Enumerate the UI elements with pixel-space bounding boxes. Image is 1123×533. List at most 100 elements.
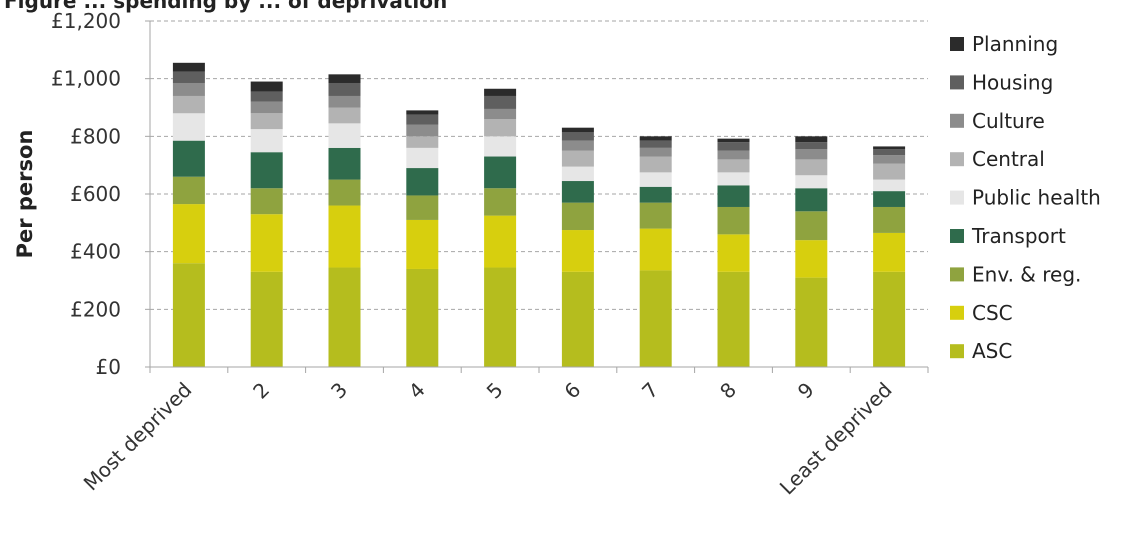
bar-segment-housing (250, 91, 283, 102)
x-tick-label: 5 (482, 378, 508, 404)
bar-segment-asc (250, 271, 283, 367)
bar-segment-transport (717, 185, 750, 207)
bar-segment-env-reg- (328, 179, 361, 206)
bar-segment-csc (639, 228, 672, 271)
legend-swatch (950, 113, 964, 128)
bar-segment-housing (795, 142, 828, 150)
bar-segment-csc (484, 215, 517, 268)
bar-segment-public-health (639, 172, 672, 187)
x-tick-label: 3 (326, 378, 352, 404)
bar-segment-central (561, 150, 594, 167)
bar-segment-public-health (717, 172, 750, 186)
bar-segment-housing (561, 132, 594, 141)
bar-segment-culture (406, 124, 439, 137)
legend-label: Transport (971, 224, 1066, 248)
bar-segment-csc (172, 204, 205, 264)
bar-segment-env-reg- (639, 202, 672, 229)
bar-segment-transport (873, 191, 906, 207)
bar-segment-env-reg- (717, 206, 750, 235)
bar-segment-transport (250, 152, 283, 189)
bar-segment-public-health (873, 179, 906, 192)
bar-segment-central (406, 136, 439, 148)
bar-segment-asc (795, 277, 828, 367)
legend-swatch (950, 152, 964, 167)
bar-segment-asc (328, 267, 361, 367)
bar-segment-csc (561, 230, 594, 272)
bar-segment-env-reg- (795, 211, 828, 241)
bar-segment-housing (639, 140, 672, 148)
legend-swatch (950, 75, 964, 90)
legend-label: Housing (972, 70, 1053, 94)
bar-segment-culture (172, 82, 205, 96)
x-tick-label: 6 (559, 378, 585, 404)
bar-segment-transport (172, 140, 205, 177)
bar-segment-planning (250, 81, 283, 92)
bar-segment-asc (172, 263, 205, 367)
bar-segment-asc (873, 271, 906, 367)
y-axis-label: Per person (13, 130, 37, 259)
bar-segment-central (639, 156, 672, 173)
legend-swatch (950, 305, 964, 320)
bar-segment-csc (795, 240, 828, 278)
bar-segment-central (795, 159, 828, 176)
bar-segment-culture (717, 150, 750, 160)
bar-segment-csc (406, 219, 439, 269)
x-tick-label: Least deprived (775, 378, 897, 500)
x-tick-label: Most deprived (79, 378, 197, 496)
bar-segment-public-health (795, 175, 828, 189)
bar-segment-public-health (328, 123, 361, 148)
x-tick-label: 7 (637, 378, 663, 404)
bar-segment-culture (873, 155, 906, 164)
bar-segment-central (717, 159, 750, 173)
bar-segment-planning (639, 136, 672, 141)
bar-segment-housing (172, 71, 205, 83)
bar-segment-transport (795, 188, 828, 212)
bar-segment-env-reg- (406, 195, 439, 220)
bar-segment-housing (406, 114, 439, 125)
bar-segment-planning (484, 88, 517, 96)
bar-segment-public-health (172, 113, 205, 141)
bar-segment-env-reg- (561, 202, 594, 231)
bar-segment-public-health (406, 147, 439, 169)
bar-segment-culture (795, 149, 828, 160)
bar-segment-central (250, 113, 283, 130)
bar-segment-env-reg- (172, 176, 205, 205)
bar-segment-csc (328, 205, 361, 268)
legend-swatch (950, 267, 964, 282)
bar-segment-env-reg- (873, 206, 906, 233)
bar-segment-central (484, 119, 517, 137)
bar-segment-housing (717, 142, 750, 151)
legend-label: Public health (972, 186, 1101, 210)
bar-segment-csc (250, 214, 283, 272)
bar-segment-public-health (561, 166, 594, 182)
bar-segment-transport (561, 181, 594, 203)
bars (172, 62, 906, 367)
bar-segment-planning (172, 62, 205, 72)
bar-segment-planning (328, 74, 361, 83)
y-tick-label: £0 (96, 355, 121, 379)
bar-segment-csc (717, 234, 750, 272)
y-axis-ticks: £0 £200 £400 £600 £800 £1,000 £1,200 (51, 9, 121, 379)
legend-label: ASC (972, 339, 1012, 363)
bar-segment-env-reg- (250, 188, 283, 215)
bar-segment-transport (484, 156, 517, 189)
x-tick-label: 9 (793, 378, 819, 404)
bar-segment-env-reg- (484, 188, 517, 216)
chart-title: Figure ... spending by ... of deprivatio… (4, 0, 447, 13)
bar-segment-planning (717, 138, 750, 143)
y-tick-label: £200 (70, 297, 121, 321)
legend: Planning Housing Culture Central Public heal… (950, 32, 1101, 363)
bar-segment-housing (484, 95, 517, 109)
y-tick-label: £1,200 (51, 9, 121, 33)
legend-swatch (950, 344, 964, 359)
bar-segment-central (328, 107, 361, 124)
bar-segment-transport (406, 168, 439, 196)
bar-segment-planning (795, 136, 828, 143)
x-tick-label: 2 (248, 378, 274, 404)
legend-label: Planning (972, 32, 1058, 56)
y-tick-label: £400 (70, 240, 121, 264)
legend-label: CSC (972, 301, 1013, 325)
bar-segment-asc (717, 271, 750, 367)
